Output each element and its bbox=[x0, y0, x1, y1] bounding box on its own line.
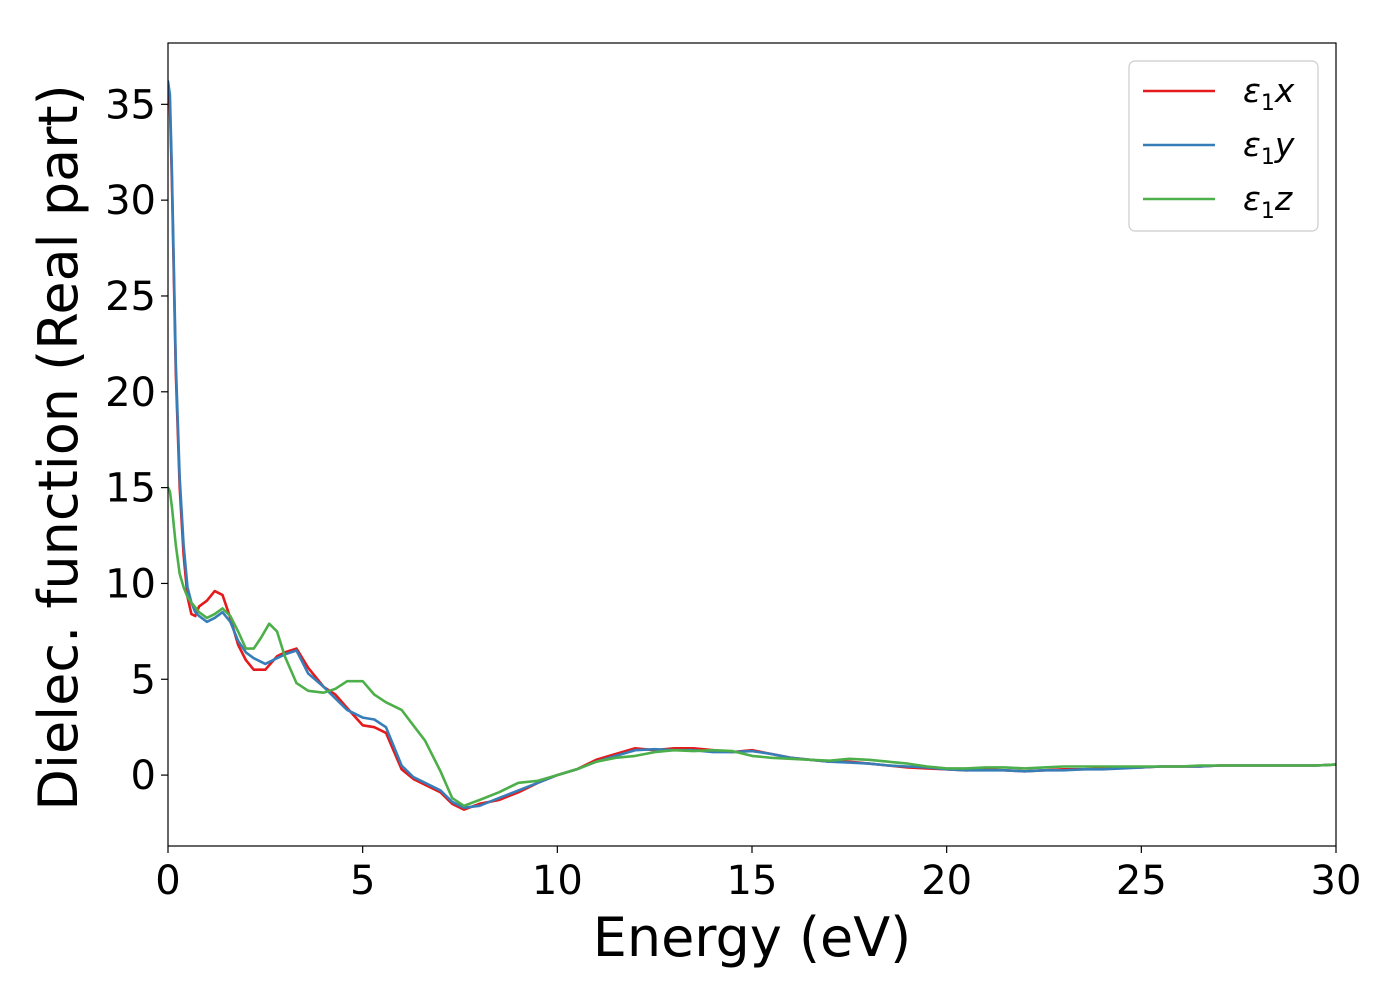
x-tick-label: 0 bbox=[155, 858, 180, 904]
plot-lines bbox=[168, 80, 1336, 811]
x-tick-label: 20 bbox=[921, 858, 972, 904]
legend-box bbox=[1128, 60, 1319, 232]
y-tick-label: 0 bbox=[131, 753, 156, 799]
x-tick-label: 15 bbox=[727, 858, 778, 904]
y-axis-ticks: 0 5 10 15 20 25 30 35 bbox=[105, 82, 168, 799]
y-tick-label: 5 bbox=[131, 657, 156, 703]
legend-label-x: ε1x bbox=[1243, 71, 1295, 116]
x-tick-label: 25 bbox=[1116, 858, 1167, 904]
series-line-z bbox=[168, 486, 1336, 808]
x-tick-label: 10 bbox=[532, 858, 583, 904]
y-tick-label: 25 bbox=[105, 274, 156, 320]
legend: ε1x ε1y ε1z bbox=[1128, 60, 1319, 232]
x-tick-label: 30 bbox=[1311, 858, 1362, 904]
x-axis-title: Energy (eV) bbox=[593, 906, 912, 969]
y-tick-label: 35 bbox=[105, 82, 156, 128]
legend-label-y: ε1y bbox=[1243, 125, 1295, 170]
y-tick-label: 15 bbox=[105, 466, 156, 512]
legend-label-z: ε1z bbox=[1243, 179, 1293, 224]
y-tick-label: 20 bbox=[105, 370, 156, 416]
x-axis-ticks: 0 5 10 15 20 25 30 bbox=[155, 846, 1361, 904]
x-tick-label: 5 bbox=[350, 858, 375, 904]
y-axis-title: Dielec. function (Real part) bbox=[27, 84, 90, 810]
y-tick-label: 30 bbox=[105, 178, 156, 224]
y-tick-label: 10 bbox=[105, 561, 156, 607]
